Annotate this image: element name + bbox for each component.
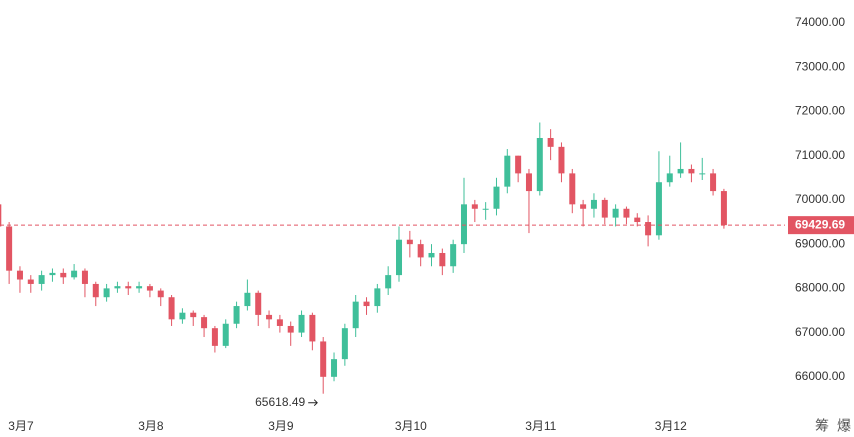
candle-body <box>352 301 359 329</box>
candle-body <box>471 204 478 209</box>
candle-body <box>612 208 619 218</box>
candle-body <box>179 312 186 320</box>
candle-body <box>244 292 251 307</box>
y-tick-label: 70000.00 <box>795 192 845 206</box>
candle-body <box>428 252 435 258</box>
candle-body <box>406 239 413 245</box>
candle-body <box>6 226 13 271</box>
candle-body <box>374 288 381 307</box>
candle-body <box>16 270 23 280</box>
candle-body <box>309 314 316 342</box>
candle-body <box>190 312 197 318</box>
candle-body <box>699 173 706 175</box>
candle-body <box>677 168 684 174</box>
candle-body <box>266 314 273 320</box>
corner-button[interactable]: 筹 <box>815 418 829 434</box>
y-tick-label: 69000.00 <box>795 236 845 250</box>
candle-body <box>0 204 2 227</box>
candle-body <box>536 137 543 192</box>
candle-body <box>439 252 446 267</box>
y-tick-label: 72000.00 <box>795 104 845 118</box>
candle-body <box>320 341 327 377</box>
candle-body <box>504 155 511 187</box>
candle-body <box>276 319 283 326</box>
candle-body <box>634 217 641 223</box>
candle-body <box>298 314 305 333</box>
candle-body <box>482 208 489 210</box>
candle-body <box>81 270 88 284</box>
candle-body <box>125 286 132 289</box>
candle-body <box>211 328 218 346</box>
x-tick-label: 3月10 <box>395 419 427 433</box>
candle-body <box>385 275 392 289</box>
candle-body <box>515 155 522 174</box>
candle-body <box>71 270 78 278</box>
candle-body <box>569 173 576 205</box>
candle-body <box>157 290 164 298</box>
candle-body <box>168 297 175 320</box>
candle-body <box>255 292 262 315</box>
candle-body <box>396 239 403 276</box>
y-tick-label: 74000.00 <box>795 15 845 29</box>
candle-body <box>233 306 240 324</box>
candle-body <box>27 279 34 284</box>
candle-body <box>688 168 695 174</box>
last-price-label: 69429.69 <box>795 217 845 231</box>
y-tick-label: 73000.00 <box>795 59 845 73</box>
candle-body <box>580 204 587 209</box>
x-tick-label: 3月12 <box>655 419 687 433</box>
x-tick-label: 3月11 <box>525 419 556 433</box>
candle-body <box>710 173 717 192</box>
candle-body <box>222 323 229 346</box>
candle-body <box>114 286 121 289</box>
candle-body <box>60 272 67 278</box>
candle-body <box>363 301 370 307</box>
candle-body <box>547 137 554 147</box>
y-tick-label: 71000.00 <box>795 148 845 162</box>
candle-body <box>525 173 532 192</box>
candle-body <box>601 199 608 218</box>
candle-body <box>720 191 727 226</box>
candle-body <box>493 186 500 209</box>
x-tick-label: 3月9 <box>268 419 294 433</box>
y-tick-label: 68000.00 <box>795 281 845 295</box>
corner-button[interactable]: 爆 <box>837 418 851 434</box>
candle-body <box>460 204 467 245</box>
x-tick-label: 3月7 <box>8 419 34 433</box>
candle-body <box>103 288 110 298</box>
candle-body <box>655 182 662 236</box>
candle-body <box>287 325 294 333</box>
candle-body <box>623 208 630 218</box>
candle-body <box>590 199 597 209</box>
candle-body <box>341 328 348 360</box>
candle-body <box>417 244 424 258</box>
candle-body <box>136 286 143 289</box>
candle-body <box>331 359 338 377</box>
candle-body <box>666 173 673 183</box>
candle-body <box>49 272 56 276</box>
candle-body <box>38 275 45 284</box>
candle-body <box>558 146 565 174</box>
candle-body <box>201 317 208 329</box>
y-tick-label: 67000.00 <box>795 325 845 339</box>
candle-body <box>92 283 99 298</box>
candle-body <box>645 222 652 236</box>
x-tick-label: 3月8 <box>138 419 164 433</box>
candle-body <box>450 244 457 267</box>
low-annotation: 65618.49 <box>255 395 305 409</box>
last-price-tag <box>788 216 854 235</box>
annotation-arrow <box>308 399 318 407</box>
y-tick-label: 66000.00 <box>795 369 845 383</box>
candle-body <box>146 286 153 291</box>
